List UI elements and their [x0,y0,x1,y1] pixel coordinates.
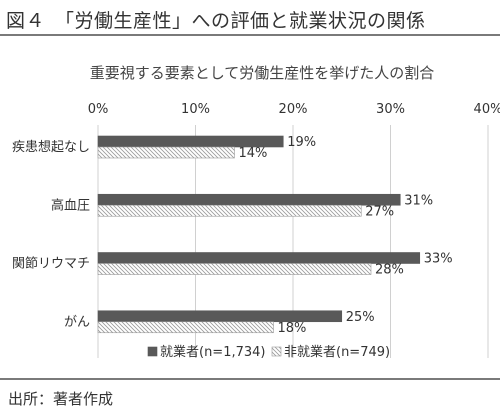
bar-non-employed [97,146,235,159]
legend-swatch-employed [147,346,158,357]
bar-employed [97,193,401,206]
chart-frame: 重要視する要素として労働生産性を挙げた人の割合 0% 10% 20% 30% 40% 1… [0,40,500,380]
bars: 19% 14% 31% 27% 33% 28% 25% 18% [97,135,453,336]
bar-non-employed [97,204,362,217]
data-label: 33% [424,252,453,267]
x-tick-label: 20% [279,102,308,117]
source-note: 出所：著者作成 [8,390,114,408]
x-axis-ticks: 0% 10% 20% 30% 40% [88,102,500,117]
data-label: 25% [346,310,375,325]
legend-label: 就業者(n=1,734) [160,344,266,360]
legend-swatch-non-employed [271,346,282,357]
x-tick-label: 0% [88,102,109,117]
data-label: 31% [404,193,433,208]
bar-non-employed [97,263,372,275]
data-label: 28% [375,263,404,278]
legend: 就業者(n=1,734) 非就業者(n=749) [147,344,390,360]
data-label: 19% [287,135,316,150]
x-tick-label: 10% [181,102,210,117]
chart-title: 重要視する要素として労働生産性を挙げた人の割合 [90,64,435,82]
bar-non-employed [97,321,274,334]
bar-chart: 重要視する要素として労働生産性を挙げた人の割合 0% 10% 20% 30% 40% 1… [12,64,500,360]
category-label: 疾患想起なし [12,139,90,155]
category-label: 関節リウマチ [12,257,90,272]
category-label: がん [64,315,90,330]
x-tick-label: 40% [474,102,500,117]
x-tick-label: 30% [376,102,405,117]
data-label: 27% [365,204,394,219]
figure-title: 図４ 「労働生産性」への評価と就業状況の関係 [6,10,426,32]
category-label: 高血圧 [51,197,90,213]
data-label: 18% [278,321,307,336]
legend-label: 非就業者(n=749) [284,344,390,360]
data-label: 14% [239,146,268,161]
bar-employed [97,252,421,264]
title-divider [0,34,500,36]
